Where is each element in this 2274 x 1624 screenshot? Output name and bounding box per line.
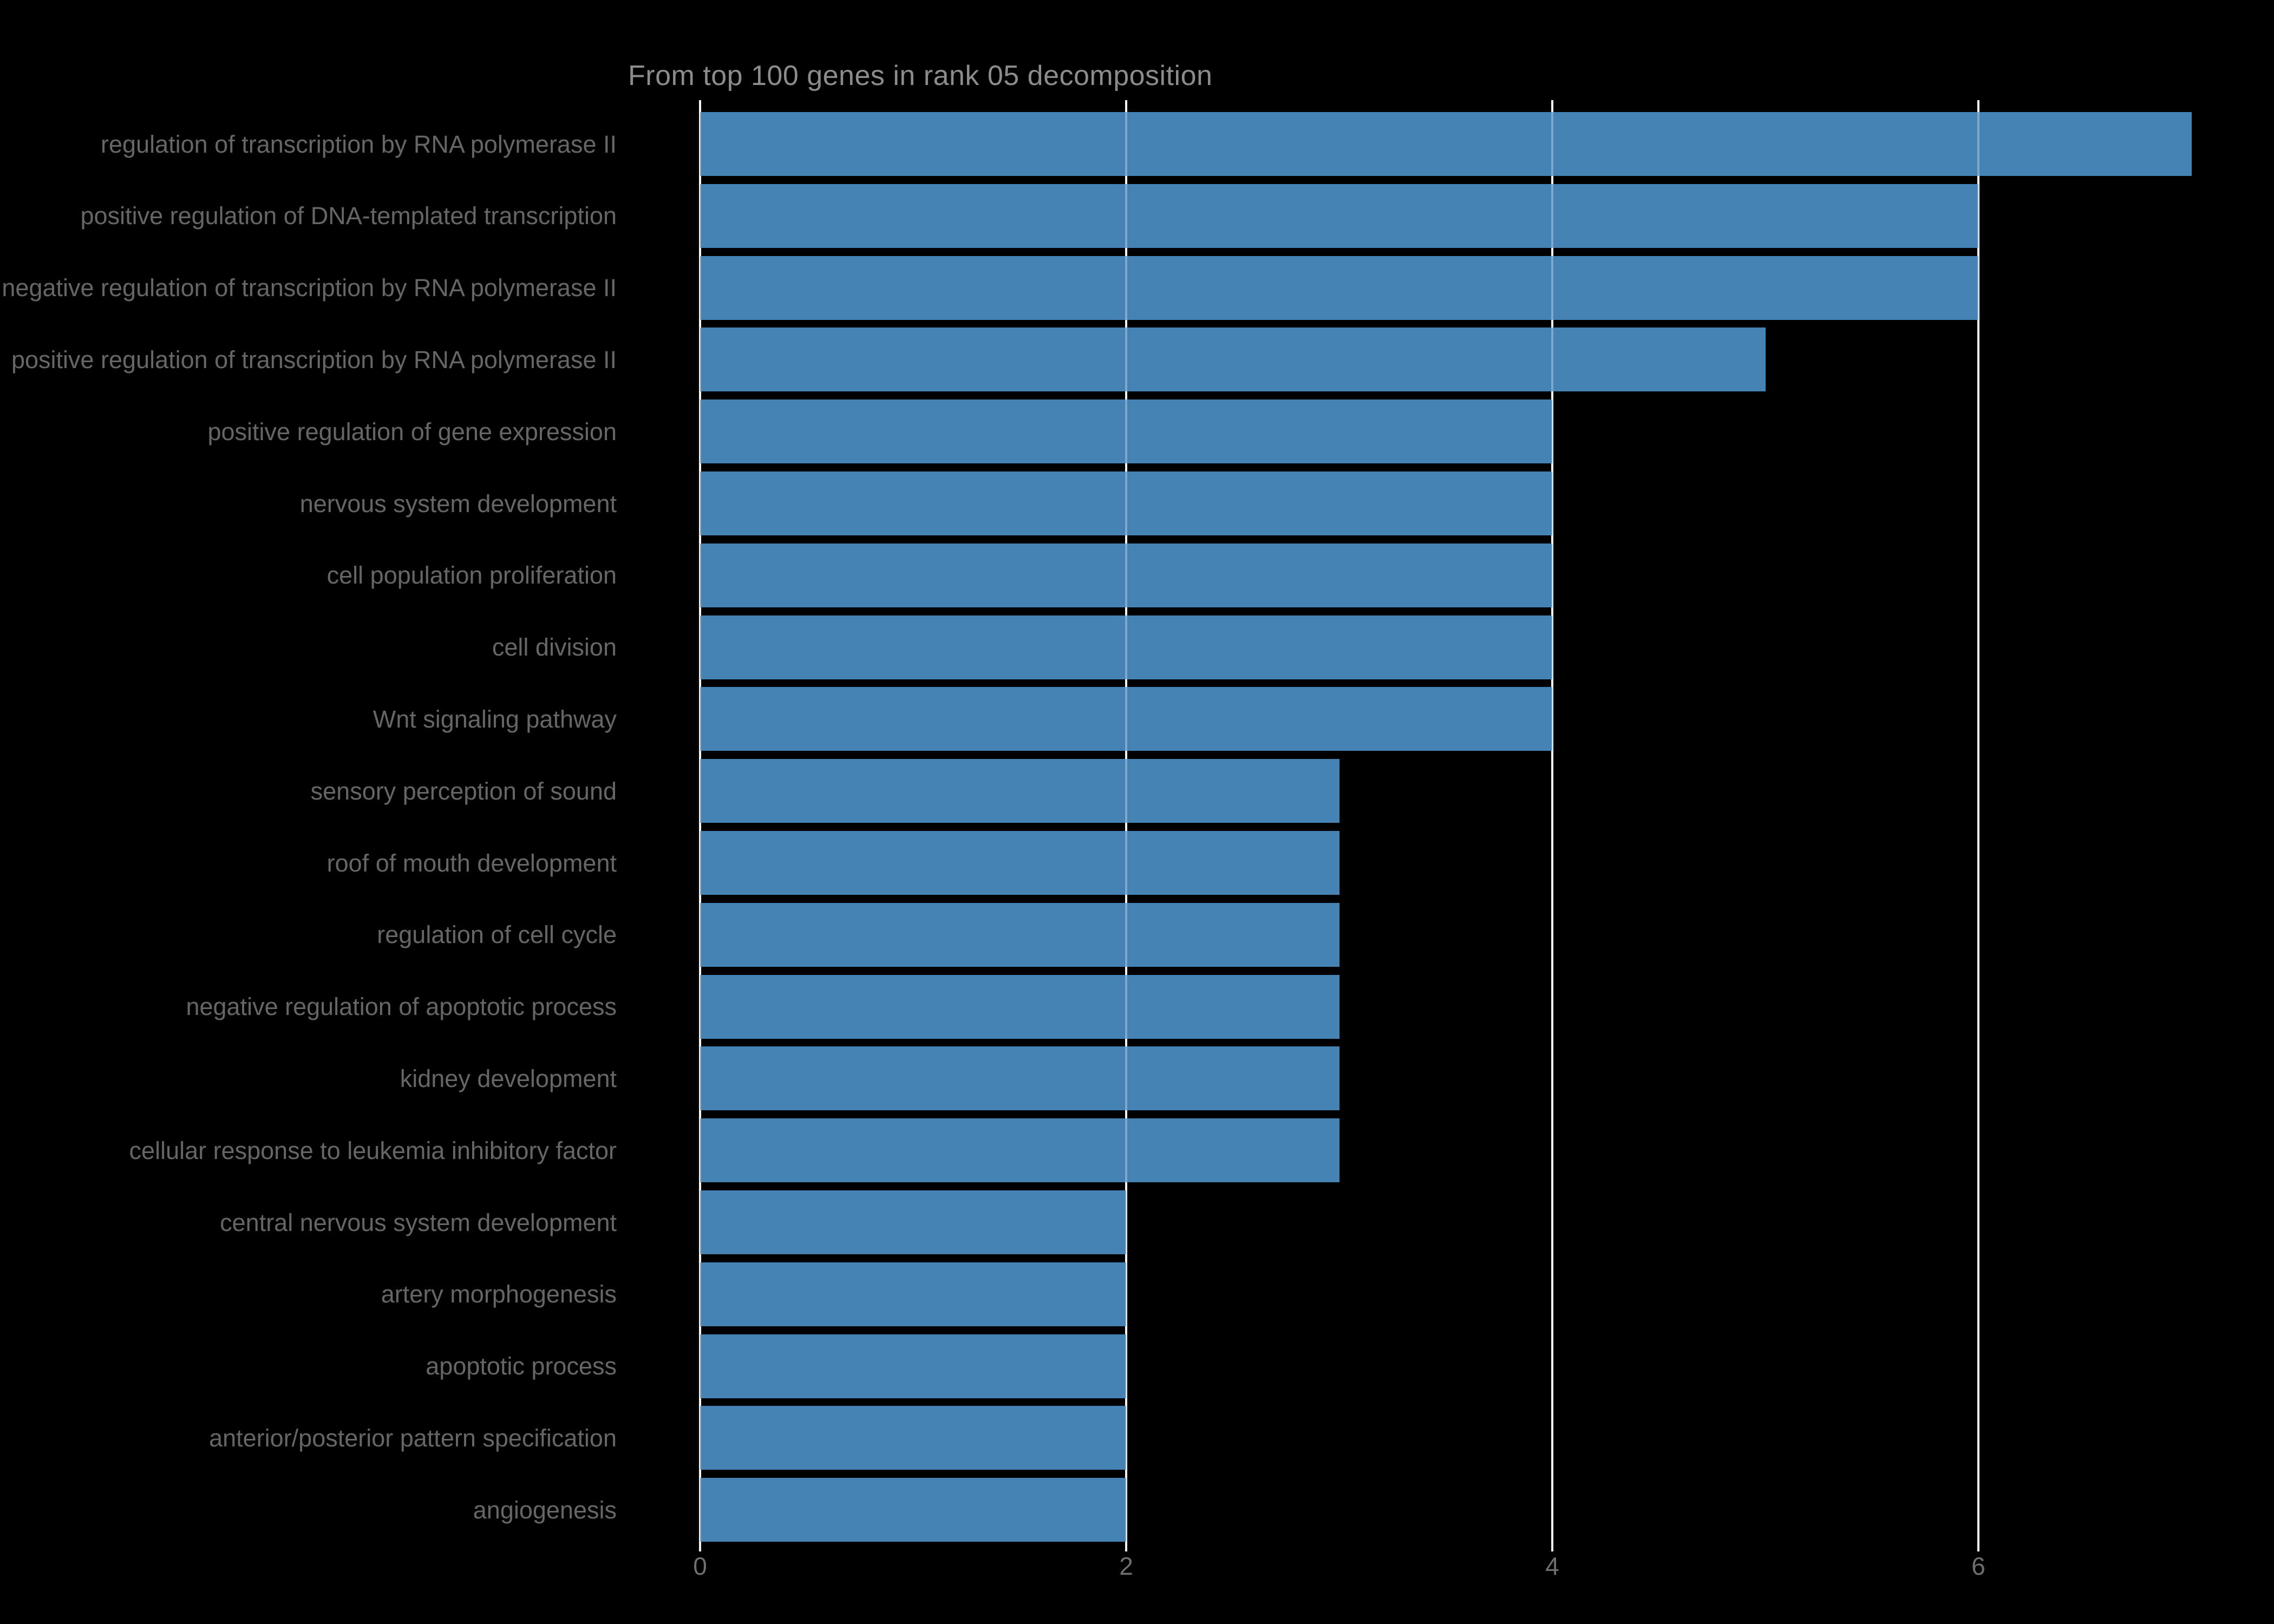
x-tick-2 — [1125, 1542, 1127, 1551]
y-axis-label: nervous system development — [299, 490, 617, 518]
bar — [700, 400, 1552, 463]
y-axis-label: anterior/posterior pattern specification — [209, 1424, 617, 1452]
y-axis-label: apoptotic process — [426, 1352, 617, 1380]
bar — [700, 112, 2192, 176]
y-axis-label: cell division — [492, 633, 617, 661]
bar — [700, 759, 1339, 823]
bar — [700, 184, 1978, 248]
bar — [700, 1262, 1126, 1326]
x-gridline-overlay-4 — [1551, 100, 1553, 1542]
y-axis-label: sensory perception of sound — [310, 777, 617, 805]
x-gridline-6 — [1977, 100, 1979, 1542]
bar — [700, 1046, 1339, 1110]
bar — [700, 1118, 1339, 1182]
y-axis-label: positive regulation of gene expression — [207, 418, 617, 446]
y-axis-label: angiogenesis — [473, 1496, 617, 1524]
y-axis-label: regulation of transcription by RNA polym… — [101, 130, 617, 158]
y-axis-label: positive regulation of transcription by … — [11, 346, 617, 374]
x-tick-4 — [1551, 1542, 1553, 1551]
y-axis-label: Wnt signaling pathway — [373, 705, 617, 733]
bar — [700, 1334, 1126, 1398]
y-axis-label: cell population proliferation — [326, 561, 617, 589]
bar — [700, 1406, 1126, 1470]
x-tick-label-6: 6 — [1971, 1552, 1985, 1580]
x-tick-label-2: 2 — [1119, 1552, 1133, 1580]
chart-title: From top 100 genes in rank 05 decomposit… — [628, 60, 1213, 91]
y-axis-label: central nervous system development — [220, 1209, 617, 1236]
y-axis-label: roof of mouth development — [326, 849, 617, 877]
bar — [700, 256, 1978, 320]
y-axis-label-column: regulation of transcription by RNA polym… — [0, 0, 617, 1624]
bar — [700, 615, 1552, 679]
x-gridline-overlay-6 — [1977, 100, 1979, 1542]
x-gridline-overlay-0 — [699, 100, 701, 1542]
bar — [700, 543, 1552, 607]
bar — [700, 472, 1552, 535]
y-axis-label: artery morphogenesis — [381, 1280, 617, 1308]
x-gridline-4 — [1551, 100, 1553, 1542]
y-axis-label: regulation of cell cycle — [377, 921, 617, 948]
y-axis-label: cellular response to leukemia inhibitory… — [129, 1137, 617, 1164]
y-axis-label: negative regulation of apoptotic process — [186, 993, 617, 1020]
bar — [700, 687, 1552, 751]
bar — [700, 975, 1339, 1039]
y-axis-label: kidney development — [400, 1065, 617, 1092]
x-tick-label-4: 4 — [1545, 1552, 1559, 1580]
x-tick-0 — [699, 1542, 701, 1551]
bar — [700, 1478, 1126, 1542]
x-tick-6 — [1977, 1542, 1979, 1551]
bar — [700, 903, 1339, 967]
y-axis-label: positive regulation of DNA-templated tra… — [80, 202, 617, 230]
y-axis-label: negative regulation of transcription by … — [2, 274, 617, 302]
x-gridline-overlay-2 — [1125, 100, 1127, 1542]
bar — [700, 831, 1339, 895]
bar — [700, 1190, 1126, 1254]
x-tick-label-0: 0 — [693, 1552, 707, 1580]
bar — [700, 328, 1766, 391]
